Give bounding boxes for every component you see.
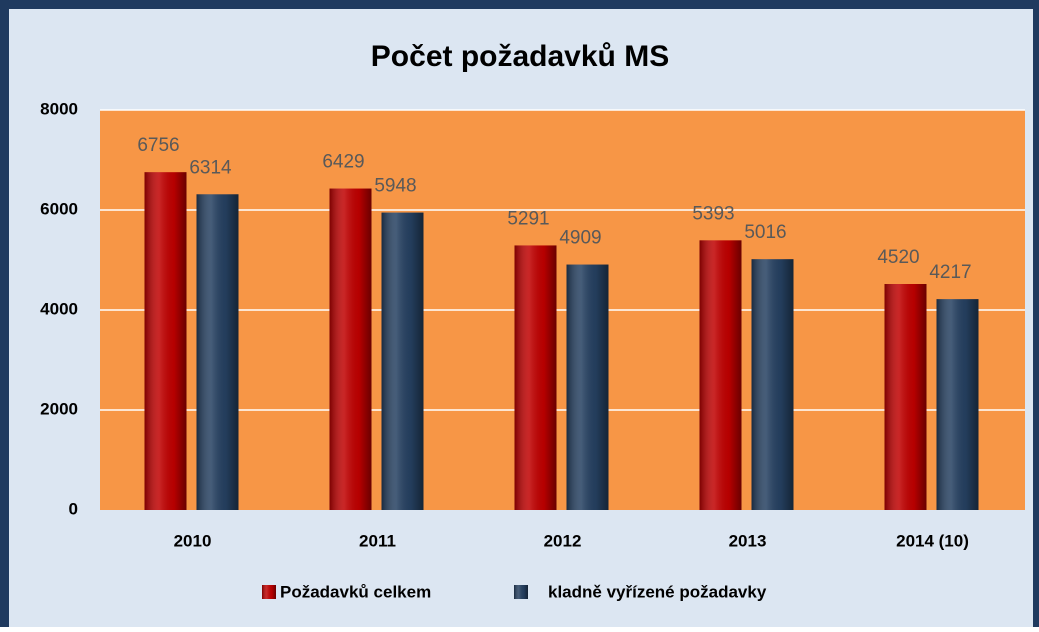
bar <box>936 299 979 510</box>
data-label: 5016 <box>744 222 786 243</box>
y-tick-label: 0 <box>69 499 78 518</box>
x-tick-label: 2011 <box>359 531 396 550</box>
legend-label: Požadavků celkem <box>280 582 431 601</box>
data-label: 4217 <box>929 262 971 283</box>
bar <box>196 194 239 511</box>
y-tick-label: 4000 <box>40 299 78 318</box>
data-label: 5291 <box>507 208 549 229</box>
x-tick-label: 2014 (10) <box>896 531 969 550</box>
x-tick-label: 2012 <box>544 531 582 550</box>
x-tick-label: 2010 <box>174 531 212 550</box>
legend-swatch-shade <box>514 585 528 599</box>
bar <box>514 245 557 510</box>
data-label: 5393 <box>692 203 734 224</box>
data-label: 6756 <box>137 135 179 156</box>
legend-label: kladně vyřízené požadavky <box>548 582 767 601</box>
bar <box>566 264 609 510</box>
data-label: 6314 <box>189 157 232 178</box>
bar <box>751 259 794 510</box>
bar <box>699 240 742 510</box>
bar <box>329 188 372 511</box>
data-label: 5948 <box>374 176 416 197</box>
bar <box>884 284 927 510</box>
legend-swatch-shade <box>262 585 276 599</box>
y-tick-label: 6000 <box>40 199 78 218</box>
data-label: 6429 <box>322 152 364 173</box>
bar <box>381 212 424 510</box>
chart-title: Počet požadavků MS <box>371 40 669 73</box>
data-label: 4520 <box>877 247 919 268</box>
y-tick-label: 8000 <box>40 99 78 118</box>
bar <box>144 172 187 510</box>
data-label: 4909 <box>559 228 601 249</box>
x-tick-label: 2013 <box>729 531 767 550</box>
y-tick-label: 2000 <box>40 399 78 418</box>
